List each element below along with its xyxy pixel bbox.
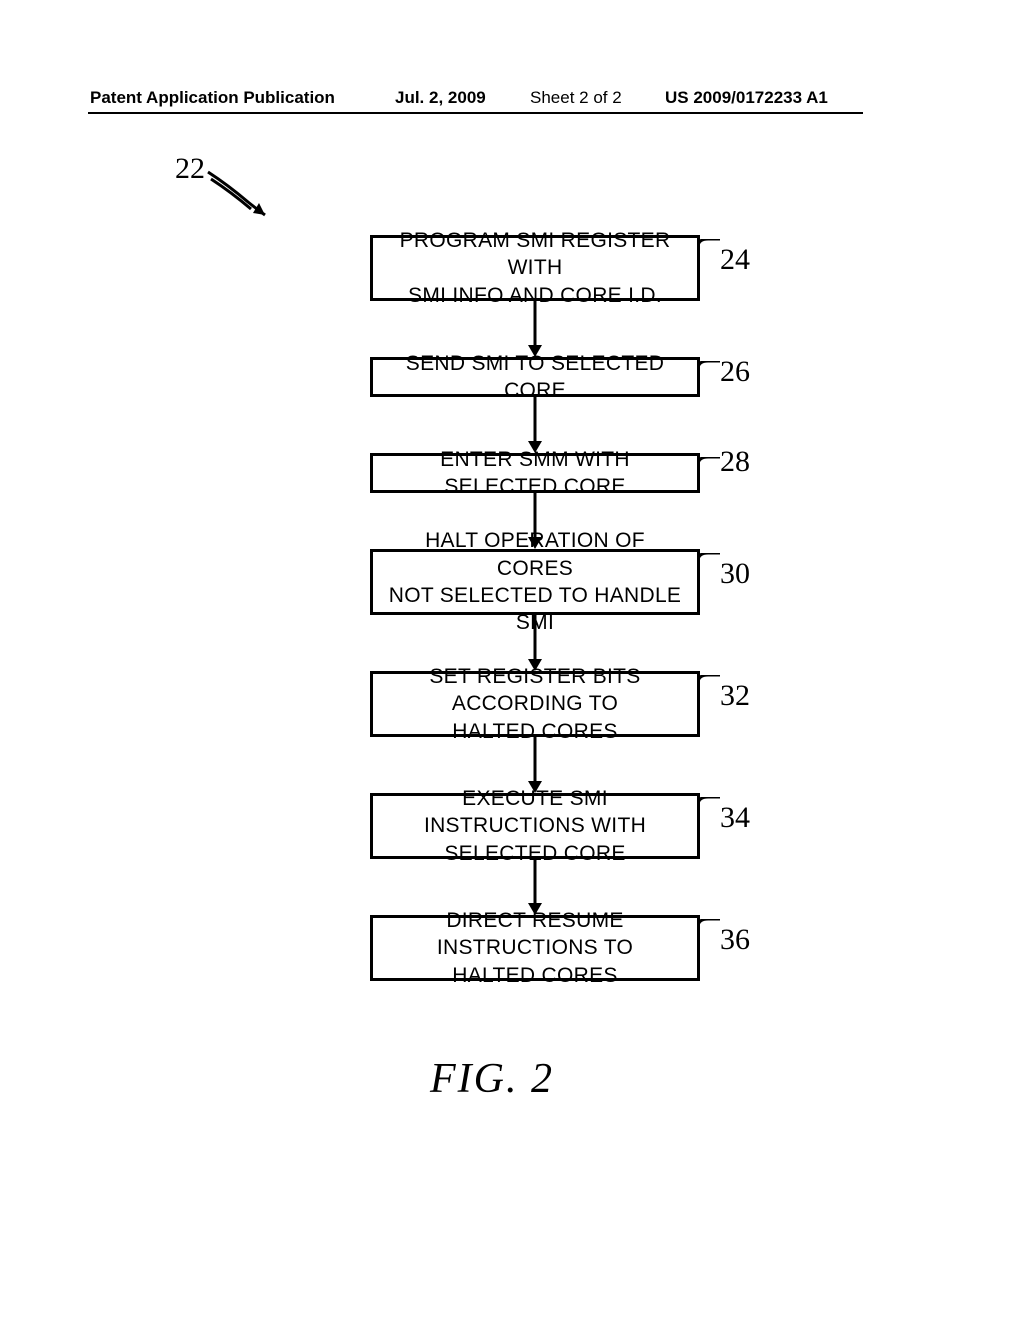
ref-22-arrow-svg [203, 167, 293, 237]
flow-box-30: HALT OPERATION OF CORESNOT SELECTED TO H… [370, 549, 700, 615]
ref-hook [698, 919, 728, 955]
figure-caption: FIG. 2 [430, 1055, 554, 1103]
ref-num-22: 22 [175, 152, 205, 186]
ref-hook [698, 797, 728, 833]
flow-box-text: PROGRAM SMI REGISTER WITH [385, 227, 685, 282]
flow-arrow [525, 397, 545, 453]
flow-arrow [525, 301, 545, 357]
flow-arrow [525, 493, 545, 549]
flow-box-26: SEND SMI TO SELECTED CORE [370, 357, 700, 397]
flow-box-34: EXECUTE SMI INSTRUCTIONS WITHSELECTED CO… [370, 793, 700, 859]
flow-arrow [525, 859, 545, 915]
ref-hook [698, 553, 728, 589]
flow-arrow [525, 615, 545, 671]
ref-hook [698, 457, 728, 493]
flow-box-24: PROGRAM SMI REGISTER WITHSMI INFO AND CO… [370, 235, 700, 301]
flow-box-36: DIRECT RESUME INSTRUCTIONS TOHALTED CORE… [370, 915, 700, 981]
header-rule [88, 112, 863, 114]
flow-box-text: SET REGISTER BITS ACCORDING TO [385, 663, 685, 718]
flow-box-32: SET REGISTER BITS ACCORDING TOHALTED COR… [370, 671, 700, 737]
header-pubnum: US 2009/0172233 A1 [665, 88, 828, 108]
ref-hook [698, 675, 728, 711]
flow-box-text: EXECUTE SMI INSTRUCTIONS WITH [385, 785, 685, 840]
ref-hook [698, 239, 728, 275]
header-date: Jul. 2, 2009 [395, 88, 486, 108]
header-left: Patent Application Publication [90, 88, 335, 108]
flow-box-text: DIRECT RESUME INSTRUCTIONS TO [385, 907, 685, 962]
flow-box-text: HALTED CORES [452, 962, 617, 989]
flow-arrow [525, 737, 545, 793]
ref-hook [698, 361, 728, 397]
flow-box-28: ENTER SMM WITH SELECTED CORE [370, 453, 700, 493]
header-sheet: Sheet 2 of 2 [530, 88, 622, 108]
